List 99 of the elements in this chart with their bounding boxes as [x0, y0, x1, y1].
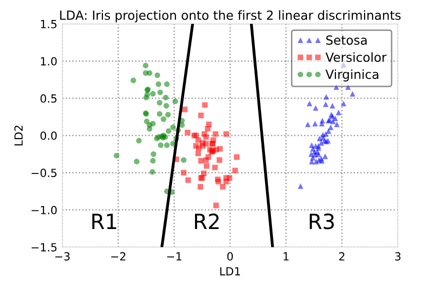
y-tick-label: −1.5	[32, 243, 56, 252]
point	[160, 116, 166, 122]
point	[232, 168, 238, 174]
point	[150, 91, 156, 97]
chart-title: LDA: Iris projection onto the first 2 linear discriminants	[60, 10, 401, 22]
y-tick-label: 0.5	[40, 94, 56, 103]
point	[130, 78, 136, 84]
point	[150, 151, 156, 157]
point	[156, 81, 162, 87]
point	[316, 136, 322, 142]
y-tick-label: 0.0	[40, 131, 57, 140]
x-tick-label: 2	[339, 252, 344, 260]
x-tick-label: −1	[167, 252, 182, 260]
point	[180, 170, 186, 176]
point	[198, 112, 204, 118]
point	[326, 128, 332, 134]
point	[312, 105, 318, 111]
point	[202, 102, 208, 108]
point	[212, 131, 218, 137]
point	[162, 94, 169, 100]
point	[182, 106, 188, 112]
point	[193, 143, 199, 149]
point	[114, 152, 120, 158]
x-axis-title: LD1	[220, 267, 240, 276]
point	[213, 202, 219, 208]
point	[198, 184, 204, 190]
point	[165, 112, 171, 118]
x-tick-label: 1	[284, 252, 289, 260]
point	[323, 94, 330, 100]
y-tick-label: 1.0	[40, 57, 57, 66]
x-tick-label: −3	[55, 252, 70, 261]
point	[226, 175, 232, 181]
point	[204, 163, 210, 169]
point	[340, 100, 346, 106]
point	[143, 94, 149, 100]
y-tick-label: −1.0	[32, 206, 57, 214]
point	[198, 158, 204, 164]
point	[150, 158, 156, 164]
point	[204, 126, 210, 132]
point	[330, 118, 336, 124]
point	[146, 70, 152, 76]
point	[156, 111, 162, 117]
point	[146, 122, 152, 128]
y-tick-label: 1.5	[40, 20, 56, 28]
point	[319, 120, 325, 126]
point	[156, 100, 162, 106]
legend-label: Setosa	[326, 35, 367, 45]
point	[217, 146, 223, 152]
point	[164, 81, 170, 87]
x-tick-label: 0	[227, 252, 233, 261]
point	[195, 150, 201, 156]
point	[158, 142, 164, 148]
point	[200, 140, 206, 146]
point	[308, 158, 314, 164]
point	[142, 62, 148, 68]
x-tick-label: 3	[395, 252, 400, 261]
point	[212, 164, 218, 170]
point	[320, 132, 326, 138]
y-axis-title: LD2	[14, 126, 23, 146]
point	[184, 130, 190, 136]
annotation: R1	[92, 214, 116, 229]
point	[305, 122, 311, 128]
point	[164, 142, 170, 148]
point	[318, 140, 324, 146]
point	[308, 151, 314, 157]
point	[328, 124, 334, 130]
point	[166, 128, 172, 134]
point	[203, 157, 209, 163]
point	[203, 134, 209, 140]
point	[298, 183, 304, 189]
point	[350, 91, 356, 97]
point	[136, 138, 142, 144]
point	[234, 154, 240, 160]
point	[223, 178, 229, 184]
point	[180, 157, 186, 163]
x-tick-label: −2	[111, 252, 126, 260]
point	[157, 90, 163, 96]
y-tick-label: −0.5	[32, 168, 56, 178]
point	[144, 118, 150, 124]
point	[306, 100, 312, 106]
point	[330, 102, 336, 109]
annotation: R3	[310, 214, 334, 230]
point	[154, 72, 160, 78]
point	[134, 158, 140, 164]
point	[220, 184, 226, 190]
point	[150, 169, 156, 175]
point	[310, 155, 316, 161]
point	[216, 157, 222, 163]
point	[313, 158, 319, 164]
point	[312, 120, 318, 126]
point	[322, 101, 328, 108]
legend-label: Virginica	[326, 69, 378, 82]
point	[164, 102, 170, 109]
point	[172, 98, 178, 104]
annotation: R2	[195, 214, 219, 229]
point	[223, 131, 229, 137]
legend-label: Versicolor	[326, 52, 387, 62]
point	[170, 124, 176, 130]
point	[185, 177, 191, 183]
